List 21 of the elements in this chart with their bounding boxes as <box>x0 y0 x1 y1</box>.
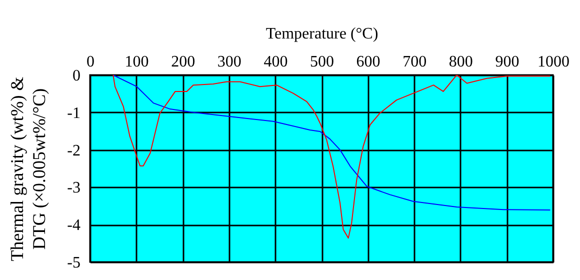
y-tick-label: -3 <box>67 180 80 197</box>
y-axis-title: Thermal gravity (wt%) & DTG (×0.005wt%/°C) <box>7 76 50 262</box>
x-tick-label: 0 <box>86 54 94 70</box>
x-tick-label: 900 <box>495 54 520 70</box>
line-series <box>112 75 551 239</box>
x-tick-label: 400 <box>264 54 288 70</box>
x-tick-label: 200 <box>171 54 196 70</box>
y-tick-label: -5 <box>67 254 80 272</box>
x-tick-label: 1000 <box>538 54 570 70</box>
x-tick-label: 500 <box>310 54 334 70</box>
x-tick-label: 800 <box>448 54 473 70</box>
y-tick-label: -2 <box>67 142 80 160</box>
x-tick-label: 600 <box>356 54 380 70</box>
y-tick-label: 0 <box>72 68 80 84</box>
x-tick-label: 100 <box>124 54 149 70</box>
line-series <box>112 75 551 211</box>
x-tick-label: 700 <box>402 54 427 70</box>
x-axis-title: Temperature (°C) <box>266 26 378 42</box>
y-tick-label: -4 <box>67 217 80 234</box>
y-tick-label: -1 <box>67 104 80 122</box>
x-tick-label: 300 <box>217 54 242 70</box>
